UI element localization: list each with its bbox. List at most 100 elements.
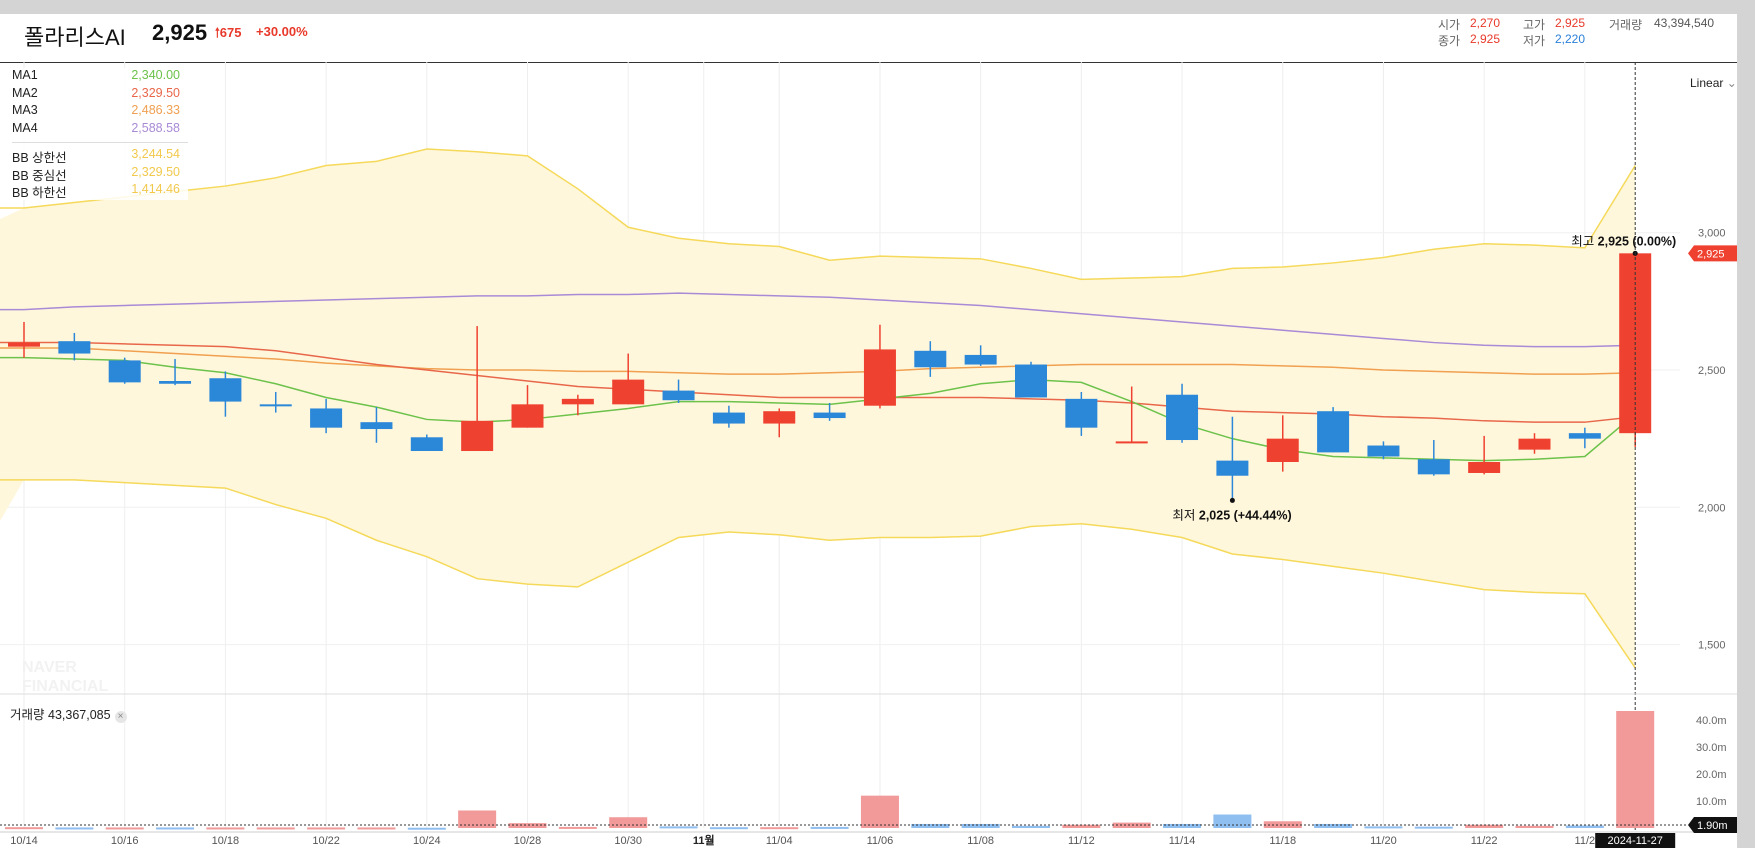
volume-total: 43,367,085 bbox=[48, 708, 111, 722]
candle-body bbox=[662, 390, 695, 401]
candle-body bbox=[1367, 445, 1400, 457]
high-value: 2,925 bbox=[1555, 16, 1586, 30]
volume-bar bbox=[709, 827, 748, 830]
annotation-value: 2,025 (+44.44%) bbox=[1199, 508, 1292, 522]
annotation-value: 2,925 (0.00%) bbox=[1598, 234, 1677, 248]
x-tick-label: 10/30 bbox=[614, 835, 642, 847]
candle-body bbox=[8, 342, 40, 347]
volume-bar bbox=[810, 826, 849, 829]
ma3-line bbox=[0, 347, 1636, 375]
high-label: 고가 bbox=[1523, 18, 1546, 32]
candle-body bbox=[914, 350, 947, 368]
legend-item: BB 하한선 1,414.46 bbox=[8, 182, 188, 200]
volume-bar bbox=[760, 827, 799, 830]
volume-tick-label: 30.0m bbox=[1696, 742, 1727, 754]
volume-label: 거래량 bbox=[1609, 18, 1643, 32]
current-price: 2,925 bbox=[152, 20, 208, 45]
volume-tick-label: 10.0m bbox=[1696, 796, 1727, 808]
volume-bar bbox=[1565, 825, 1604, 828]
legend-item-name: BB 상한선 bbox=[12, 151, 67, 165]
stock-name: 폴라리스AI bbox=[24, 25, 126, 50]
current-date-tag bbox=[1595, 833, 1676, 848]
low-value: 2,220 bbox=[1555, 32, 1586, 46]
candle-body bbox=[259, 404, 292, 407]
x-tick-label: 11/2 bbox=[1575, 835, 1596, 847]
candle-body bbox=[209, 378, 242, 402]
volume-bar bbox=[1364, 826, 1403, 829]
annotation-dot bbox=[1229, 497, 1235, 503]
volume-bar bbox=[1414, 826, 1453, 829]
x-tick-label: 11/04 bbox=[766, 835, 793, 847]
volume-bar bbox=[1213, 814, 1252, 828]
scale-mode-dropdown[interactable]: Linear ⌄ bbox=[1690, 76, 1737, 90]
volume-bar bbox=[558, 826, 597, 829]
chart-canvas[interactable]: NAVER FINANCIAL 최고 2,925 (0.00%) 최저 2,025 (… bbox=[0, 14, 1737, 848]
close-value: 2,925 bbox=[1470, 32, 1501, 46]
candle-body bbox=[310, 408, 343, 428]
chevron-down-icon: ⌄ bbox=[1726, 76, 1737, 90]
candle-body bbox=[410, 437, 443, 452]
y-tick-label: 2,500 bbox=[1698, 365, 1726, 377]
legend-item-value: 2,340.00 bbox=[131, 68, 180, 82]
legend-item-name: MA2 bbox=[12, 85, 38, 100]
volume-bar bbox=[1465, 824, 1504, 828]
open-value: 2,270 bbox=[1470, 16, 1501, 30]
legend-item-value: 2,588.58 bbox=[131, 120, 180, 135]
legend-item-name: MA4 bbox=[12, 120, 38, 135]
current-date-label: 2024-11-27 bbox=[1607, 835, 1662, 847]
candle-body bbox=[1216, 460, 1249, 476]
change-value: 675 bbox=[219, 25, 242, 40]
candle-body bbox=[1065, 398, 1098, 428]
volume-bar bbox=[1616, 711, 1655, 828]
volume-title: 거래량 bbox=[10, 708, 45, 722]
x-tick-label: 10/28 bbox=[514, 835, 542, 847]
volume-bar bbox=[1062, 824, 1101, 828]
volume-bar bbox=[1314, 823, 1353, 828]
ma2-line bbox=[0, 341, 1636, 423]
candle-body bbox=[964, 354, 997, 365]
volume-bar bbox=[860, 795, 899, 828]
volume-bar bbox=[1263, 821, 1302, 828]
bb-upper-line bbox=[0, 148, 1636, 281]
volume-bar bbox=[1112, 822, 1151, 828]
legend-item-name: BB 중심선 bbox=[12, 168, 67, 183]
volume-bar bbox=[961, 823, 1000, 828]
legend-item: BB 상한선 3,244.54 bbox=[8, 147, 188, 165]
x-tick-label: 11/14 bbox=[1169, 835, 1196, 847]
y-tick-label: 1,500 bbox=[1698, 640, 1726, 652]
close-icon[interactable]: × bbox=[114, 711, 127, 723]
price-change: 🠑675 bbox=[215, 24, 241, 46]
candle-body bbox=[612, 379, 645, 405]
watermark-text: NAVER bbox=[22, 659, 77, 676]
annotation-label: 최저 2,025 (+44.44%) bbox=[1172, 508, 1291, 522]
candle-body bbox=[1468, 461, 1501, 473]
low-label: 저가 bbox=[1523, 34, 1546, 48]
indicator-legend: MA1 2,340.00 MA2 2,329.50 MA3 2,486.33 MA4 2,58… bbox=[8, 68, 188, 200]
x-tick-label: 11월 bbox=[693, 833, 715, 847]
volume-bar bbox=[357, 827, 396, 830]
legend-item-value: 1,414.46 bbox=[131, 182, 180, 196]
volume-bar bbox=[156, 827, 195, 830]
candle-body bbox=[1317, 411, 1350, 453]
candle-body bbox=[159, 381, 192, 384]
chart-frame: 폴라리스AI 2,925 🠑675 +30.00% 시가 2,270 종가 2,92… bbox=[0, 14, 1737, 848]
x-tick-label: 11/08 bbox=[967, 835, 994, 847]
volume-panel-label: 거래량 43,367,085 × bbox=[10, 704, 127, 723]
volume-tick-label: 40.0m bbox=[1696, 715, 1727, 727]
volume-bar bbox=[256, 827, 295, 830]
last-price-tag-label: 2,925 bbox=[1697, 248, 1725, 260]
candle-body bbox=[712, 412, 745, 424]
ma4-line bbox=[0, 292, 1636, 348]
legend-item-value: 3,244.54 bbox=[131, 147, 180, 161]
watermark-text: FINANCIAL bbox=[22, 678, 108, 695]
close-label: 종가 bbox=[1438, 34, 1461, 48]
up-arrow-icon: 🠑 bbox=[215, 25, 220, 40]
candle-body bbox=[461, 420, 494, 452]
x-tick-label: 11/18 bbox=[1269, 835, 1296, 847]
candle-body bbox=[1266, 438, 1299, 462]
x-tick-label: 11/22 bbox=[1471, 835, 1498, 847]
volume-bar bbox=[609, 817, 648, 828]
legend-item-name: MA1 bbox=[12, 68, 38, 82]
x-tick-label: 10/24 bbox=[413, 835, 441, 847]
open-stat: 시가 2,270 bbox=[1438, 16, 1500, 33]
